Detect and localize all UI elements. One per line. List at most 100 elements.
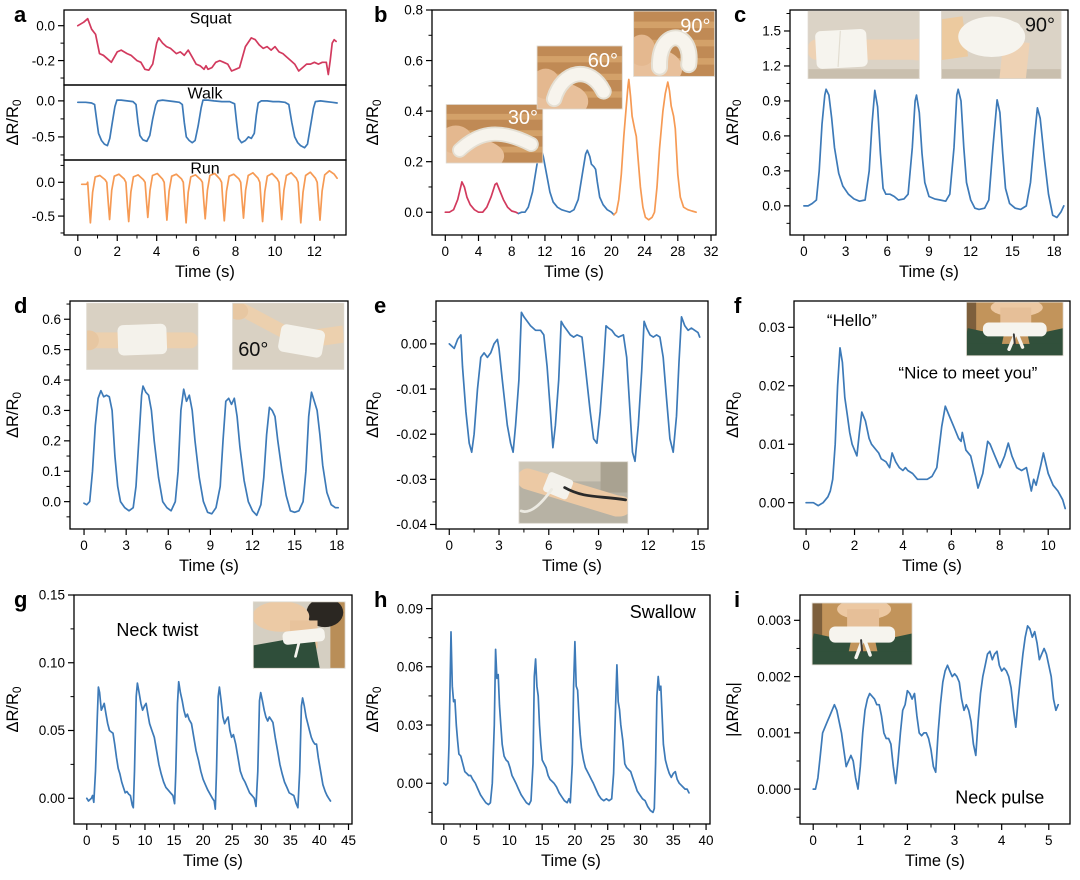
svg-text:0.8: 0.8 <box>404 3 423 18</box>
svg-text:16: 16 <box>571 244 586 259</box>
svg-text:0: 0 <box>802 538 810 553</box>
svg-text:20: 20 <box>604 244 619 259</box>
svg-text:0.15: 0.15 <box>39 588 65 603</box>
panel-letter-f: f <box>734 293 742 318</box>
svg-text:30°: 30° <box>508 107 538 129</box>
svg-text:0.10: 0.10 <box>39 655 65 670</box>
svg-text:Time (s): Time (s) <box>899 263 959 281</box>
svg-text:20: 20 <box>567 833 582 848</box>
svg-text:0.09: 0.09 <box>397 601 423 616</box>
svg-text:5: 5 <box>1045 833 1053 848</box>
panel-c: c 0.0 0.3 0.6 0.9 1.2 1.5 0 3 6 9 12 15 18 Time (s) ΔR… <box>720 0 1080 291</box>
svg-text:0.0: 0.0 <box>404 205 423 220</box>
svg-text:0.0: 0.0 <box>762 199 781 214</box>
chart-i: 0.000 0.001 0.002 0.003 Neck pulse 0 1 2 3 4 5 Time… <box>724 594 1071 870</box>
svg-text:Swallow: Swallow <box>630 602 697 622</box>
svg-text:6: 6 <box>165 538 173 553</box>
chart-a: 0.0 -0.2 Squat 0.0 -0.5 Walk 0.0 -0.5 Run 0 2 4 6 8 10… <box>4 9 347 281</box>
svg-text:0: 0 <box>446 538 454 553</box>
svg-text:0: 0 <box>80 538 88 553</box>
svg-text:Run: Run <box>190 161 219 178</box>
svg-text:90°: 90° <box>1025 14 1055 36</box>
svg-text:Time (s): Time (s) <box>541 852 601 870</box>
svg-text:0.00: 0.00 <box>759 495 785 510</box>
svg-text:0.03: 0.03 <box>397 718 423 733</box>
svg-text:3: 3 <box>842 244 850 259</box>
panel-letter-h: h <box>374 587 388 612</box>
svg-text:4: 4 <box>475 244 483 259</box>
svg-text:0: 0 <box>809 833 817 848</box>
svg-text:60°: 60° <box>588 50 618 72</box>
panel-d: d 0.0 0.1 0.2 0.3 0.4 0.5 0.6 0 3 6 9 12 15 18 Time (s… <box>0 291 360 585</box>
svg-text:-0.01: -0.01 <box>396 382 427 397</box>
svg-text:5: 5 <box>112 833 120 848</box>
chart-b: 0.0 0.2 0.4 0.6 0.8 0 4 8 12 16 20 24 28 32 Time (s) ΔR… <box>364 3 719 281</box>
panel-a: a 0.0 -0.2 Squat 0.0 -0.5 Walk 0.0 -0.5 Run 0 2 4 6 8… <box>0 0 360 291</box>
svg-text:9: 9 <box>595 538 603 553</box>
svg-text:0: 0 <box>442 244 450 259</box>
svg-text:0.4: 0.4 <box>42 373 61 388</box>
svg-text:90°: 90° <box>680 16 710 38</box>
svg-text:8: 8 <box>232 244 240 259</box>
panel-letter-c: c <box>734 2 747 27</box>
panel-letter-i: i <box>734 587 741 612</box>
svg-text:Time (s): Time (s) <box>905 852 965 870</box>
panel-letter-b: b <box>374 2 388 27</box>
svg-text:Time (s): Time (s) <box>542 557 602 575</box>
svg-text:0.6: 0.6 <box>762 129 781 144</box>
svg-text:Time (s): Time (s) <box>175 263 235 281</box>
svg-text:15: 15 <box>1005 244 1020 259</box>
svg-text:15: 15 <box>167 833 182 848</box>
panel-letter-e: e <box>374 293 387 318</box>
svg-text:4: 4 <box>153 244 161 259</box>
svg-text:0.3: 0.3 <box>42 403 61 418</box>
svg-text:“Hello”: “Hello” <box>827 311 877 330</box>
svg-text:Time (s): Time (s) <box>183 852 243 870</box>
svg-text:0.0: 0.0 <box>42 494 61 509</box>
svg-text:0.000: 0.000 <box>757 782 791 797</box>
panel-h: h 0.00 0.03 0.06 0.09 Swallow 0 5 10 15 20 25 30 35 4… <box>360 585 720 880</box>
svg-text:2: 2 <box>904 833 912 848</box>
svg-text:30: 30 <box>254 833 269 848</box>
svg-text:8: 8 <box>508 244 516 259</box>
svg-text:0.002: 0.002 <box>757 669 791 684</box>
svg-text:ΔR/R0: ΔR/R0 <box>4 686 24 732</box>
svg-text:18: 18 <box>1047 244 1062 259</box>
svg-text:15: 15 <box>535 833 550 848</box>
svg-text:0.0: 0.0 <box>36 94 55 109</box>
svg-text:Neck twist: Neck twist <box>116 620 198 640</box>
svg-text:60°: 60° <box>238 339 268 361</box>
svg-text:0.0: 0.0 <box>36 175 55 190</box>
svg-text:0.5: 0.5 <box>42 342 61 357</box>
svg-text:3: 3 <box>495 538 503 553</box>
svg-text:40: 40 <box>312 833 327 848</box>
svg-text:32: 32 <box>704 244 719 259</box>
svg-text:ΔR/R0: ΔR/R0 <box>4 392 24 438</box>
svg-text:25: 25 <box>225 833 240 848</box>
chart-d: 0.0 0.1 0.2 0.3 0.4 0.5 0.6 0 3 6 9 12 15 18 Time (s) Δ… <box>4 300 349 575</box>
svg-text:25: 25 <box>600 833 615 848</box>
svg-text:9: 9 <box>207 538 215 553</box>
chart-e: 0.00 -0.01 -0.02 -0.03 -0.04 0 3 6 9 12 15 Time (s)… <box>364 300 709 575</box>
svg-text:4: 4 <box>899 538 907 553</box>
svg-text:10: 10 <box>137 833 152 848</box>
svg-text:1: 1 <box>857 833 865 848</box>
svg-text:0.2: 0.2 <box>42 434 61 449</box>
svg-text:10: 10 <box>1041 538 1056 553</box>
panel-b: b 0.0 0.2 0.4 0.6 0.8 0 4 8 12 16 20 24 28 32 Time (s)… <box>360 0 720 291</box>
svg-text:Squat: Squat <box>190 11 232 28</box>
svg-text:0.00: 0.00 <box>39 791 65 806</box>
svg-text:0.4: 0.4 <box>404 104 423 119</box>
svg-text:0.03: 0.03 <box>759 320 785 335</box>
svg-text:0.003: 0.003 <box>757 613 791 628</box>
svg-text:0.001: 0.001 <box>757 726 791 741</box>
svg-text:0.0: 0.0 <box>36 18 55 33</box>
svg-text:35: 35 <box>666 833 681 848</box>
svg-text:12: 12 <box>641 538 656 553</box>
svg-text:0.06: 0.06 <box>397 660 423 675</box>
svg-text:12: 12 <box>963 244 978 259</box>
panel-letter-g: g <box>14 587 28 612</box>
svg-text:Time (s): Time (s) <box>179 557 239 575</box>
svg-text:Time (s): Time (s) <box>544 263 604 281</box>
svg-text:4: 4 <box>998 833 1006 848</box>
